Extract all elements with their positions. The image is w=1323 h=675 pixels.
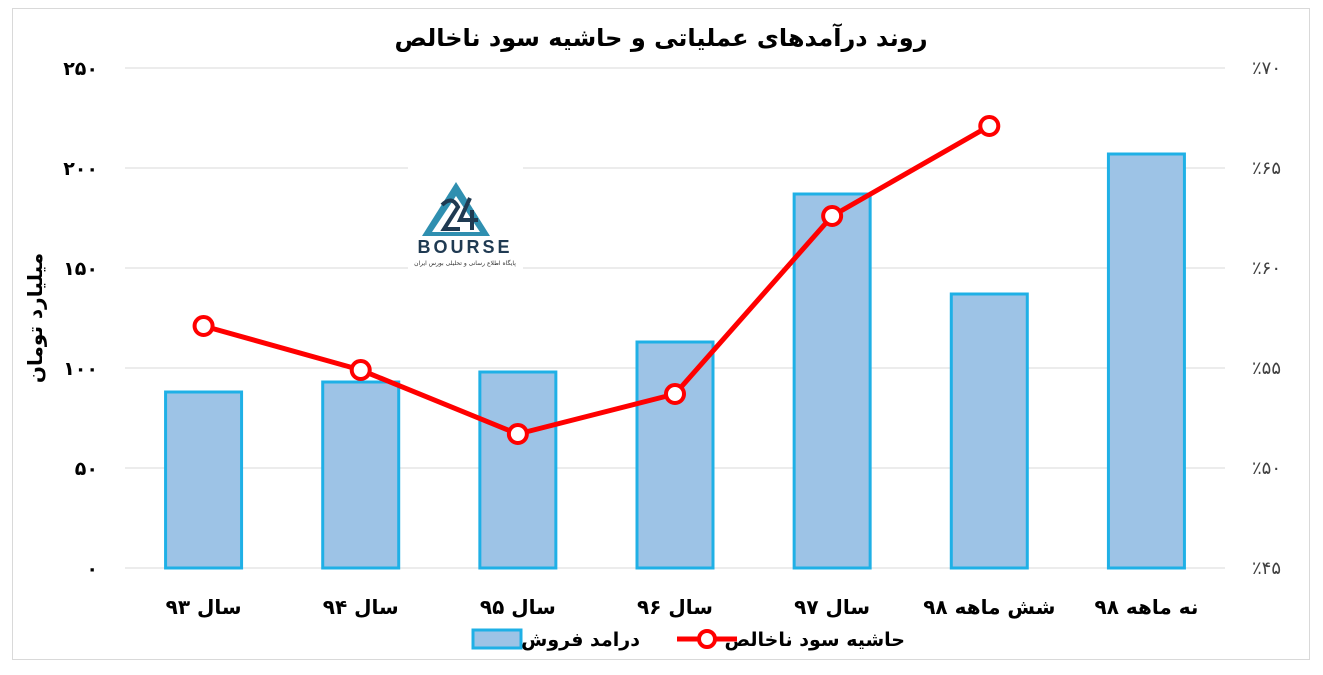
logo-number-4-icon — [456, 197, 478, 230]
y-tick-label-right: ٪۵۰ — [1252, 458, 1281, 479]
series-line — [202, 123, 991, 437]
y-tick-label-left: ۲۰۰ — [63, 158, 98, 180]
x-tick-label: سال ۹۵ — [480, 595, 556, 619]
bar — [321, 380, 401, 570]
bourse-logo: BOURSE پایگاه اطلاع رسانی و تحلیلی بورس … — [408, 165, 523, 273]
y-tick-label-right: ٪۷۰ — [1252, 58, 1281, 79]
y-tick-label-left: ۲۵۰ — [63, 58, 98, 80]
line-marker — [821, 205, 844, 227]
y-axis-label: میلیارد تومان — [23, 253, 47, 383]
logo-tagline: پایگاه اطلاع رسانی و تحلیلی بورس ایران — [414, 259, 516, 267]
line-marker — [506, 423, 529, 445]
logo-number-2-icon — [440, 198, 461, 231]
line-marker — [664, 383, 686, 405]
y-tick-label-left: ۱۰۰ — [63, 358, 98, 380]
legend-swatch-marker — [697, 629, 717, 649]
y-tick-label-right: ٪۴۵ — [1252, 558, 1281, 579]
legend-swatch-bar — [471, 628, 523, 650]
bar — [164, 390, 244, 570]
x-tick-label: سال ۹۴ — [323, 595, 399, 619]
bar — [792, 192, 872, 570]
bar — [478, 370, 558, 570]
x-tick-label: نه ماهه ۹۸ — [1094, 595, 1198, 619]
line-series — [192, 115, 1001, 445]
y-axis-left: ۰ ۵۰ ۱۰۰ ۱۵۰ ۲۰۰ ۲۵۰ — [63, 58, 98, 580]
x-tick-label: سال ۹۳ — [166, 595, 242, 619]
bar — [949, 292, 1029, 570]
legend-label-bar: درامد فروش — [521, 629, 640, 651]
line-marker — [192, 315, 215, 337]
x-tick-label: سال ۹۷ — [794, 595, 870, 619]
bar — [1106, 152, 1186, 570]
bar — [635, 340, 715, 570]
line-marker — [978, 115, 1001, 137]
x-tick-label: سال ۹۶ — [637, 595, 713, 619]
y-tick-label-right: ٪۶۰ — [1252, 258, 1281, 279]
chart-frame — [12, 8, 1310, 660]
x-tick-label: شش ماهه ۹۸ — [923, 595, 1055, 619]
y-tick-label-left: ۵۰ — [75, 458, 98, 480]
y-tick-label-right: ٪۵۵ — [1252, 358, 1281, 379]
legend: درامد فروش حاشیه سود ناخالص — [471, 628, 905, 651]
y-tick-label-left: ۱۵۰ — [63, 258, 98, 280]
y-tick-label-left: ۰ — [86, 558, 98, 580]
x-axis-categories: سال ۹۳ سال ۹۴ سال ۹۵ سال ۹۶ سال ۹۷ شش ماهه ۹۸… — [166, 595, 1199, 619]
gridlines — [125, 67, 1225, 569]
legend-label-line: حاشیه سود ناخالص — [724, 629, 905, 651]
chart-title: روند درآمدهای عملیاتی و حاشیه سود ناخالص — [394, 23, 927, 52]
y-axis-right: ٪۴۵ ٪۵۰ ٪۵۵ ٪۶۰ ٪۶۵ ٪۷۰ — [1252, 58, 1281, 579]
line-marker — [349, 359, 372, 381]
y-tick-label-right: ٪۶۵ — [1252, 158, 1281, 179]
logo-text: BOURSE — [417, 237, 512, 257]
bar-series — [164, 152, 1186, 570]
